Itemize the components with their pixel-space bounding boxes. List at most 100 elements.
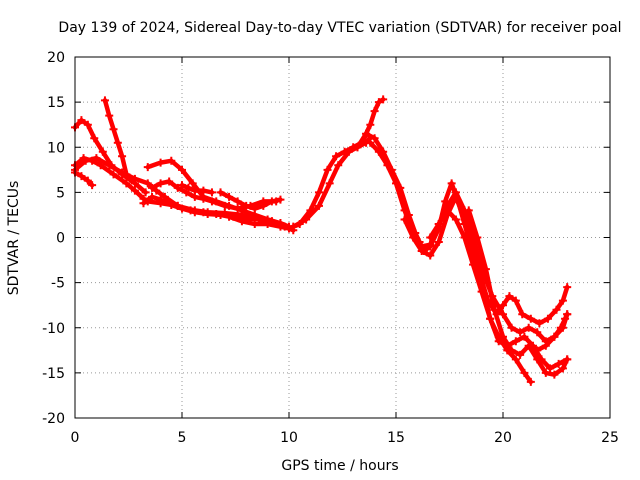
y-axis-ticks: -20 -15 -10 -5 0 5 10 15 20: [42, 50, 610, 427]
x-tick-label: 25: [601, 430, 619, 446]
data-point: [173, 183, 182, 192]
y-tick-label: -15: [42, 366, 65, 382]
data-point: [409, 233, 418, 242]
data-point: [143, 163, 152, 172]
data-point: [469, 242, 478, 251]
data-point: [353, 143, 362, 152]
data-point: [374, 98, 383, 107]
data-point: [550, 332, 559, 341]
data-point: [541, 368, 550, 377]
chart-title: Day 139 of 2024, Sidereal Day-to-day VTE…: [58, 20, 621, 36]
data-point: [178, 181, 186, 190]
data-point: [526, 314, 535, 323]
x-tick-label: 10: [280, 430, 298, 446]
x-tick-label: 0: [71, 430, 80, 446]
data-point: [323, 165, 332, 174]
data-point: [370, 134, 379, 143]
data-point: [563, 310, 572, 319]
data-point: [156, 179, 165, 188]
data-point: [524, 323, 533, 332]
y-tick-label: 15: [47, 95, 65, 111]
data-point: [267, 197, 276, 206]
data-point: [464, 206, 473, 215]
data-point: [314, 188, 323, 197]
data-point: [400, 206, 409, 215]
data-point: [417, 247, 426, 256]
data-point: [98, 147, 107, 156]
data-point: [443, 206, 452, 215]
data-point: [190, 208, 199, 217]
data-point: [276, 195, 285, 204]
data-point: [203, 210, 212, 219]
data-point: [550, 370, 559, 379]
data-point: [267, 217, 276, 226]
data-point: [533, 328, 542, 337]
data-point: [374, 147, 383, 156]
data-point: [182, 188, 191, 197]
data-point: [100, 96, 109, 105]
data-point: [242, 214, 251, 223]
data-point: [561, 314, 570, 323]
data-point: [366, 138, 375, 147]
data-point: [541, 341, 550, 350]
series-track-p: [426, 206, 535, 386]
data-point: [83, 120, 92, 129]
data-point: [511, 296, 520, 305]
data-point: [122, 179, 131, 188]
data-point: [77, 116, 86, 125]
data-point: [178, 204, 186, 213]
data-point: [460, 233, 469, 242]
data-point: [156, 195, 165, 204]
data-point: [225, 192, 234, 201]
y-tick-label: -5: [51, 276, 65, 292]
data-point: [499, 332, 507, 341]
data-point: [113, 138, 122, 147]
data-point: [325, 179, 334, 188]
data-point: [118, 152, 127, 161]
series-track-h: [178, 181, 216, 197]
data-point: [285, 224, 293, 233]
data-point: [507, 323, 516, 332]
series-track-a: [71, 116, 150, 197]
series-track-i: [139, 192, 276, 226]
data-point: [563, 283, 572, 292]
series-trace: [368, 140, 570, 344]
data-point: [507, 346, 516, 355]
data-point: [165, 177, 174, 186]
data-point: [242, 201, 251, 210]
data-point: [516, 350, 525, 359]
data-point: [563, 355, 572, 364]
data-point: [109, 125, 118, 134]
data-point: [220, 201, 229, 210]
data-point: [167, 156, 176, 165]
y-tick-label: 0: [56, 231, 65, 247]
data-point: [255, 215, 264, 224]
data-point: [499, 301, 507, 310]
data-point: [518, 310, 527, 319]
data-point: [105, 111, 114, 120]
data-point: [184, 183, 193, 192]
data-point: [516, 328, 525, 337]
y-axis-label: SDTVAR / TECUs: [6, 181, 22, 296]
data-point: [143, 179, 152, 188]
data-point: [426, 251, 435, 260]
series-trace: [72, 170, 95, 188]
series-track-j: [216, 188, 285, 213]
data-point: [473, 233, 482, 242]
data-point: [314, 201, 323, 210]
data-point: [400, 215, 409, 224]
data-point: [447, 179, 456, 188]
data-point: [511, 355, 520, 364]
x-tick-label: 5: [178, 430, 187, 446]
data-point: [90, 134, 99, 143]
data-point: [156, 158, 165, 167]
data-point: [434, 219, 443, 228]
x-tick-label: 15: [387, 430, 405, 446]
data-point: [451, 192, 460, 201]
data-point: [302, 215, 311, 224]
data-point: [88, 181, 97, 190]
series-trace: [286, 97, 386, 231]
data-point: [469, 260, 478, 269]
data-point: [370, 107, 379, 116]
